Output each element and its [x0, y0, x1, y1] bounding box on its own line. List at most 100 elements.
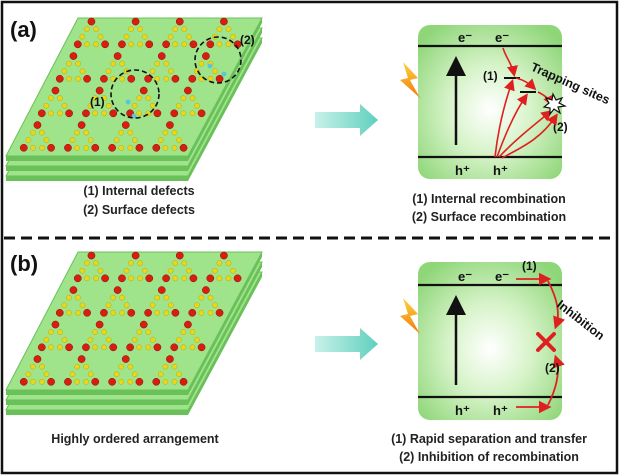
linker-atom	[61, 336, 68, 343]
linker-atom	[113, 137, 120, 144]
node-atom	[65, 109, 73, 118]
node-atom	[197, 109, 206, 118]
linker-atom	[69, 137, 76, 144]
linker-atom	[180, 329, 187, 335]
node-atom	[145, 40, 154, 49]
node-atom	[87, 251, 96, 260]
node-atom	[202, 52, 210, 60]
node-atom	[166, 121, 174, 129]
linker-atom	[39, 129, 45, 136]
linker-atom	[119, 309, 126, 316]
linker-atom	[43, 371, 50, 378]
node-atom	[179, 143, 188, 152]
caption-a-right-2: (2) Surface recombination	[412, 210, 566, 224]
node-atom	[82, 109, 90, 118]
node-atom	[33, 355, 42, 363]
node-atom	[188, 308, 197, 317]
linker-atom	[75, 75, 81, 82]
linker-atom	[180, 95, 187, 101]
linker-atom	[101, 95, 108, 101]
path-mark-a-2: (2)	[553, 120, 568, 134]
linker-atom	[83, 363, 90, 370]
linker-atom	[84, 26, 90, 32]
node-atom	[69, 52, 78, 60]
linker-atom	[92, 344, 98, 351]
linker-atom	[75, 309, 81, 316]
defect-site	[131, 113, 137, 119]
linker-atom	[25, 137, 32, 144]
linker-atom	[93, 260, 99, 266]
node-atom	[51, 86, 60, 95]
node-atom	[206, 274, 215, 283]
linker-atom	[189, 110, 196, 117]
linker-atom	[132, 137, 138, 144]
linker-atom	[97, 267, 104, 274]
layered-framework-b	[5, 251, 263, 415]
linker-atom	[136, 329, 143, 335]
node-atom	[202, 286, 210, 294]
linker-atom	[131, 336, 138, 343]
linker-atom	[157, 371, 164, 378]
node-atom	[64, 377, 72, 386]
linker-atom	[87, 371, 94, 378]
path-trap-1-2	[515, 77, 537, 91]
linker-atom	[57, 329, 63, 335]
linker-atom	[43, 102, 50, 109]
linker-atom	[145, 344, 152, 351]
linker-atom	[66, 309, 72, 316]
blocked-path-lower	[547, 354, 565, 406]
linker-atom	[48, 344, 54, 351]
linker-atom	[186, 33, 192, 40]
node-atom	[184, 86, 192, 95]
node-atom	[113, 286, 122, 294]
linker-atom	[43, 137, 50, 144]
node-atom	[95, 320, 104, 329]
linker-atom	[136, 110, 143, 117]
node-atom	[189, 274, 198, 283]
linker-atom	[83, 144, 90, 151]
linker-atom	[171, 378, 178, 385]
framework-sheet	[5, 17, 263, 157]
node-atom	[83, 308, 91, 317]
linker-atom	[163, 309, 170, 316]
node-atom	[65, 343, 73, 352]
linker-atom	[154, 75, 161, 82]
linker-atom	[118, 363, 125, 370]
node-atom	[77, 121, 86, 129]
node-atom	[47, 377, 55, 386]
node-atom	[175, 251, 184, 260]
node-atom	[135, 377, 144, 386]
sheet-edge	[6, 166, 188, 171]
linker-atom	[93, 26, 99, 32]
node-atom	[108, 143, 116, 152]
node-atom	[153, 109, 162, 118]
node-atom	[175, 17, 184, 26]
linker-atom	[110, 294, 116, 301]
node-atom	[184, 320, 192, 329]
linker-atom	[118, 129, 125, 136]
linker-atom	[181, 26, 188, 32]
linker-atom	[57, 344, 63, 351]
panel-a-label: (a)	[10, 17, 37, 42]
linker-atom	[225, 41, 232, 48]
node-atom	[144, 74, 152, 83]
linker-atom	[48, 329, 54, 335]
linker-atom	[127, 378, 134, 385]
linker-atom	[74, 378, 80, 385]
linker-atom	[172, 275, 179, 282]
linker-atom	[168, 68, 174, 75]
node-atom	[206, 40, 215, 49]
node-atom	[64, 143, 72, 152]
linker-atom	[181, 260, 188, 266]
linker-atom	[216, 260, 223, 266]
linker-atom	[75, 294, 81, 301]
node-atom	[91, 377, 100, 386]
linker-atom	[171, 129, 178, 136]
linker-atom	[207, 294, 214, 301]
node-atom	[152, 143, 161, 152]
node-atom	[179, 377, 188, 386]
linker-atom	[172, 26, 179, 32]
sheet-edge	[188, 18, 262, 161]
framework-sheet	[5, 251, 263, 391]
linker-atom	[30, 363, 36, 370]
